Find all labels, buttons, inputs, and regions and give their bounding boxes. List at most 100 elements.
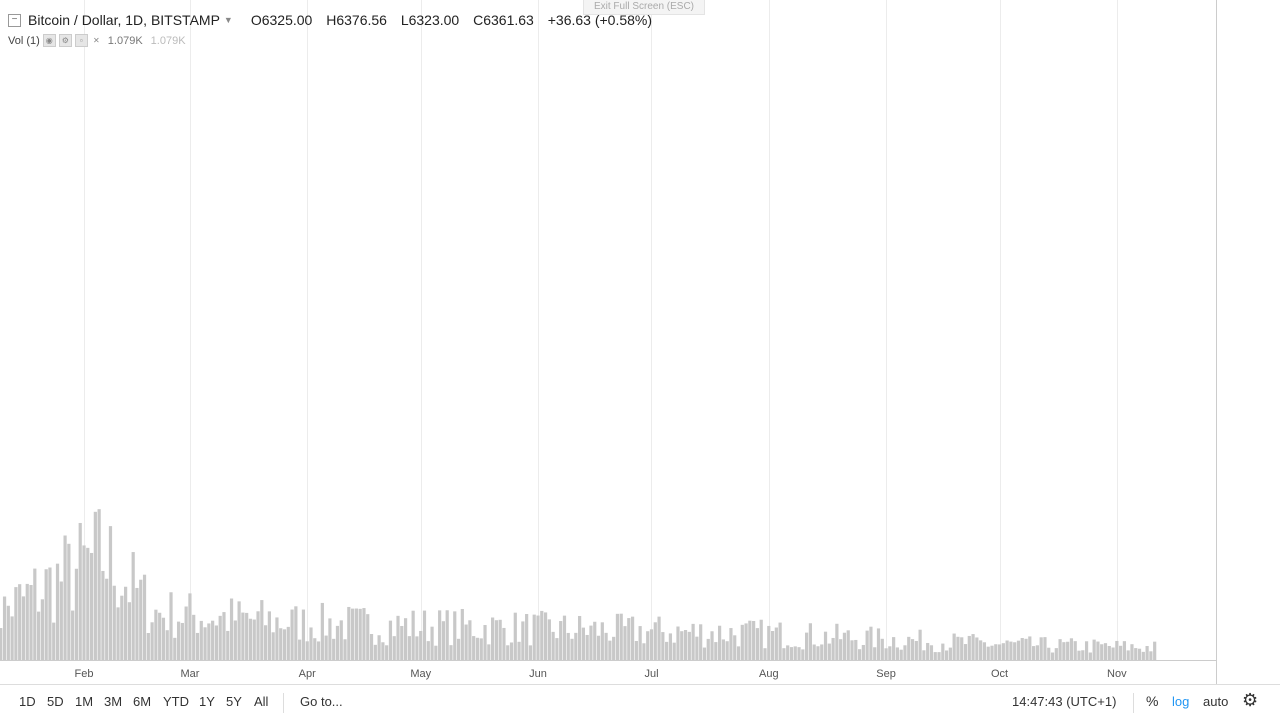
volume-bar xyxy=(926,642,930,660)
volume-bar xyxy=(124,586,128,660)
volume-bar xyxy=(770,631,775,660)
volume-bar xyxy=(271,632,275,660)
bottom-toolbar: 1D 5D 1M 3M 6M YTD 1Y 5Y All Go to... 14… xyxy=(0,684,1280,721)
volume-bar xyxy=(139,579,143,660)
volume-bar xyxy=(192,614,196,660)
percent-scale-toggle[interactable]: % xyxy=(1146,693,1159,709)
timeframe-5d[interactable]: 5D xyxy=(47,694,64,709)
volume-bar xyxy=(619,613,623,660)
volume-bar xyxy=(396,615,400,660)
volume-bar xyxy=(48,567,52,660)
volume-bar xyxy=(339,620,343,660)
volume-bar xyxy=(328,618,332,660)
timeframe-1m[interactable]: 1M xyxy=(75,694,94,709)
volume-bar xyxy=(929,645,934,660)
volume-bar xyxy=(627,618,631,660)
volume-bar xyxy=(1088,652,1092,660)
volume-bar xyxy=(1084,641,1089,660)
volume-bar xyxy=(907,636,911,660)
goto-date-button[interactable]: Go to... xyxy=(300,694,343,709)
gear-icon[interactable]: ⚙ xyxy=(1242,690,1259,710)
collapse-icon[interactable]: − xyxy=(8,14,21,27)
timeframe-1d[interactable]: 1D xyxy=(19,694,36,709)
volume-bar xyxy=(623,626,627,660)
eye-icon[interactable]: ◉ xyxy=(42,34,56,47)
volume-bar xyxy=(343,639,347,660)
volume-bar xyxy=(990,645,994,660)
volume-bar xyxy=(835,623,839,660)
volume-bar xyxy=(937,652,941,660)
time-tick-label: Mar xyxy=(180,668,199,680)
settings-icon[interactable]: ⚙ xyxy=(58,34,72,47)
volume-bar xyxy=(820,644,824,660)
price-chart[interactable]: BBAcACiiiBACiiiivaAbBcdeCvC12800.0012000… xyxy=(0,0,1280,684)
volume-bar xyxy=(161,617,166,660)
volume-bar xyxy=(1058,639,1062,660)
timeframe-all[interactable]: All xyxy=(254,694,269,709)
volume-bar xyxy=(21,596,26,660)
auto-scale-toggle[interactable]: auto xyxy=(1203,694,1229,709)
volume-ma-value: 1.079K xyxy=(150,34,186,47)
timeframe-3m[interactable]: 3M xyxy=(104,694,123,709)
volume-bar xyxy=(801,649,805,660)
exit-fullscreen-button[interactable]: Exit Full Screen (ESC) xyxy=(583,0,705,15)
volume-bar xyxy=(158,612,162,660)
volume-bar xyxy=(1077,650,1081,660)
close-icon[interactable]: ✕ xyxy=(92,36,100,45)
volume-bar xyxy=(1081,650,1085,660)
volume-bar xyxy=(797,647,801,660)
volume-value: 1.079K xyxy=(107,34,143,47)
volume-bar xyxy=(986,646,990,660)
volume-bar xyxy=(721,639,725,660)
volume-legend: Vol (1) ◉ ⚙ ▫ ✕ 1.079K 1.079K xyxy=(8,34,186,47)
timeframe-ytd[interactable]: YTD xyxy=(163,694,189,709)
volume-bar xyxy=(142,574,147,660)
volume-bar xyxy=(578,615,582,660)
volume-bar xyxy=(846,630,850,660)
volume-bar xyxy=(661,632,665,660)
symbol-title[interactable]: Bitcoin / Dollar, 1D, BITSTAMP xyxy=(28,12,220,28)
more-icon[interactable]: ▫ xyxy=(74,34,88,47)
volume-bar xyxy=(298,639,302,660)
log-scale-toggle[interactable]: log xyxy=(1172,694,1190,709)
timeframe-1y[interactable]: 1Y xyxy=(199,694,215,709)
volume-bar xyxy=(430,626,434,660)
volume-bar xyxy=(699,624,703,660)
volume-bar xyxy=(316,641,321,660)
chart-area[interactable]: BBAcACiiiBACiiiivaAbBcdeCvC12800.0012000… xyxy=(0,0,1280,684)
clock-timezone[interactable]: 14:47:43 (UTC+1) xyxy=(1012,694,1117,709)
volume-bar xyxy=(373,644,377,660)
timeframe-6m[interactable]: 6M xyxy=(133,694,152,709)
volume-bar xyxy=(997,644,1002,660)
volume-bar xyxy=(1096,641,1100,660)
volume-bar xyxy=(150,622,154,660)
volume-bar xyxy=(952,633,956,660)
chevron-down-icon[interactable]: ▼ xyxy=(223,15,233,25)
volume-bar xyxy=(332,638,336,660)
volume-bar xyxy=(25,583,29,660)
volume-bar xyxy=(600,622,604,660)
volume-bar xyxy=(517,641,521,660)
volume-bar xyxy=(1047,647,1051,660)
volume-bar xyxy=(89,552,94,660)
volume-bar xyxy=(899,649,903,660)
volume-bar xyxy=(857,649,862,660)
volume-bar xyxy=(388,620,393,660)
volume-bar xyxy=(498,619,502,660)
volume-bar xyxy=(441,621,446,660)
volume-bar xyxy=(483,625,487,660)
volume-bar xyxy=(547,619,551,660)
volume-bar xyxy=(0,628,3,660)
volume-bar xyxy=(687,631,691,660)
volume-bar xyxy=(309,627,313,660)
volume-bar xyxy=(717,625,722,660)
volume-bar xyxy=(403,618,408,660)
volume-bar xyxy=(979,640,983,660)
volume-bar xyxy=(127,602,131,660)
volume-bar xyxy=(6,605,10,660)
timeframe-5y[interactable]: 5Y xyxy=(226,694,242,709)
volume-bar xyxy=(494,620,498,660)
volume-bar xyxy=(407,636,411,660)
volume-bar xyxy=(419,630,423,660)
volume-bar xyxy=(218,615,222,660)
